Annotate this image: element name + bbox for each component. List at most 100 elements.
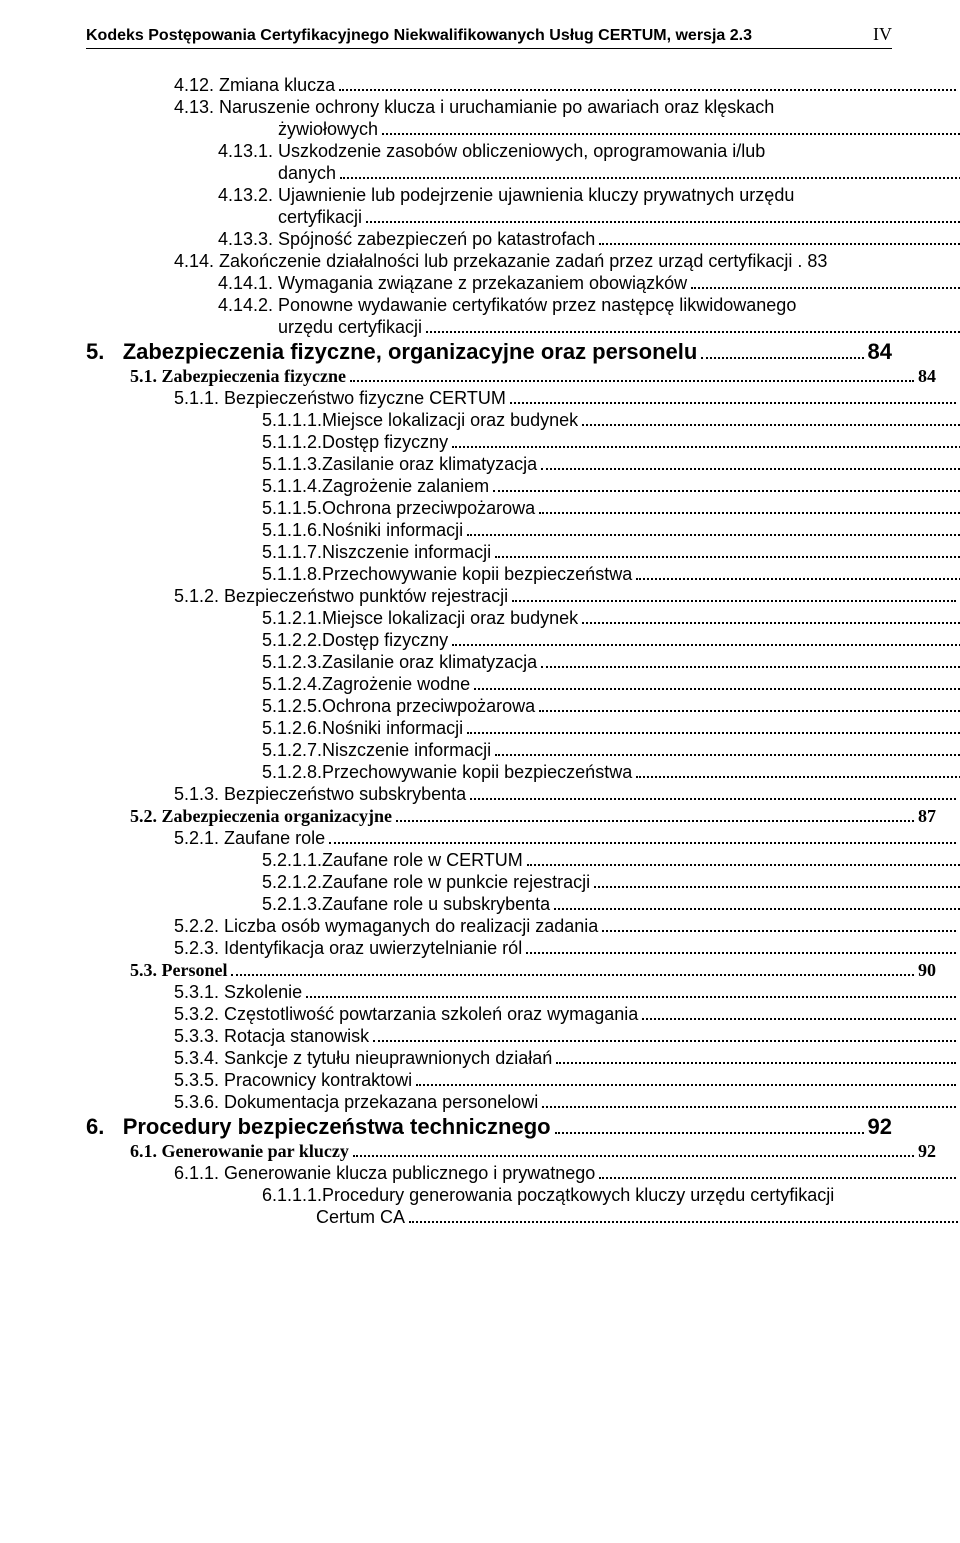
toc-entry-number: 5.1.1. xyxy=(174,388,224,409)
toc-entry-page: 87 xyxy=(918,806,936,827)
toc-entry-number: 5.3.1. xyxy=(174,982,224,1003)
toc-entry-page: 83 xyxy=(807,251,827,272)
toc-entry-number: 5.2.2. xyxy=(174,916,224,937)
toc-entry-text: Częstotliwość powtarzania szkoleń oraz w… xyxy=(224,1004,638,1025)
toc-leader-dots xyxy=(542,1093,956,1108)
toc-line: 4.12. Zmiana klucza80 xyxy=(86,75,960,96)
toc-entry-text: Zagrożenie zalaniem xyxy=(322,476,489,497)
toc-leader-dots xyxy=(495,543,960,558)
toc-entry-text: Zabezpieczenia organizacyjne xyxy=(162,806,392,827)
toc-line: 5.2.2. Liczba osób wymaganych do realiza… xyxy=(86,916,960,937)
toc-entry-text: Rotacja stanowisk xyxy=(224,1026,369,1047)
toc-leader-dots xyxy=(554,895,960,910)
toc-entry-number: 4.14.2. xyxy=(218,295,278,316)
toc-entry-number: 5.3.4. xyxy=(174,1048,224,1069)
toc-entry-page: 84 xyxy=(868,339,892,365)
toc-entry-text: Ujawnienie lub podejrzenie ujawnienia kl… xyxy=(278,185,794,206)
toc-leader-dots xyxy=(602,917,956,932)
toc-leader-dots xyxy=(642,1005,956,1020)
toc-entry-number: 5.1.1.7. xyxy=(262,542,322,563)
toc-entry-number: 4.13.3. xyxy=(218,229,278,250)
toc-line: 5.2.3. Identyfikacja oraz uwierzytelnian… xyxy=(86,938,960,959)
toc-entry-text: Nośniki informacji xyxy=(322,718,463,739)
header-rule xyxy=(86,48,892,49)
toc-entry-text: Ochrona przeciwpożarowa xyxy=(322,498,535,519)
toc-line: 5.2.1.3.Zaufane role u subskrybenta89 xyxy=(86,894,960,915)
toc-leader-dots xyxy=(409,1208,960,1223)
toc-entry-text: Procedury bezpieczeństwa technicznego xyxy=(123,1114,551,1140)
toc-leader-dots xyxy=(353,1142,914,1157)
toc-leader-dots xyxy=(701,342,863,359)
toc-entry-text: Dostęp fizyczny xyxy=(322,432,448,453)
toc-line: 5.3.6. Dokumentacja przekazana personelo… xyxy=(86,1092,960,1113)
toc-line: 5.1.2.5.Ochrona przeciwpożarowa87 xyxy=(86,696,960,717)
toc-entry-number: 5.1.2.2. xyxy=(262,630,322,651)
toc-entry-number: 5.3.6. xyxy=(174,1092,224,1113)
toc-leader-dots: . xyxy=(792,251,807,272)
toc-entry-number: 5.1.1.1. xyxy=(262,410,322,431)
toc-entry-number: 6.1. xyxy=(130,1141,162,1162)
toc-line: 5.1.1.7.Niszczenie informacji85 xyxy=(86,542,960,563)
toc-entry-number: 5.1.1.8. xyxy=(262,564,322,585)
toc-entry-number: 5.1.2.8. xyxy=(262,762,322,783)
toc-leader-dots xyxy=(452,433,960,448)
toc-entry-text: Ochrona przeciwpożarowa xyxy=(322,696,535,717)
toc-entry-text: Zagrożenie wodne xyxy=(322,674,470,695)
toc-entry-number: 5.2.3. xyxy=(174,938,224,959)
toc-entry-text: Sankcje z tytułu nieuprawnionych działań xyxy=(224,1048,552,1069)
toc-entry-number: 5.2.1.3. xyxy=(262,894,322,915)
toc-leader-dots xyxy=(366,208,960,223)
toc-entry-text: Zaufane role w punkcie rejestracji xyxy=(322,872,590,893)
toc-entry-text: Spójność zabezpieczeń po katastrofach xyxy=(278,229,595,250)
toc-entry-text: Dokumentacja przekazana personelowi xyxy=(224,1092,538,1113)
toc-line: 5.3.4. Sankcje z tytułu nieuprawnionych … xyxy=(86,1048,960,1069)
toc-leader-dots xyxy=(426,318,960,333)
toc-leader-dots xyxy=(467,719,960,734)
toc-entry-text: Personel xyxy=(162,960,228,981)
toc-line: certyfikacji 82 xyxy=(86,207,960,228)
toc-leader-dots xyxy=(350,367,914,382)
toc-leader-dots xyxy=(556,1049,956,1064)
toc-entry-number: 5.2.1. xyxy=(174,828,224,849)
toc-leader-dots xyxy=(691,274,960,289)
toc-entry-number: 4.13. xyxy=(174,97,219,118)
toc-line: 4.13.2. Ujawnienie lub podejrzenie ujawn… xyxy=(86,185,960,206)
toc-line: danych 80 xyxy=(86,163,960,184)
toc-entry-page: 92 xyxy=(868,1114,892,1140)
toc-entry-number: 5.1.2.7. xyxy=(262,740,322,761)
toc-leader-dots xyxy=(396,807,914,822)
toc-line: 4.13.3. Spójność zabezpieczeń po katastr… xyxy=(86,229,960,250)
toc-entry-text: Uszkodzenie zasobów obliczeniowych, opro… xyxy=(278,141,765,162)
toc-leader-dots xyxy=(541,455,960,470)
toc-entry-text: certyfikacji xyxy=(278,207,362,228)
toc-leader-dots xyxy=(306,983,956,998)
toc-leader-dots xyxy=(527,851,960,866)
toc-leader-dots xyxy=(329,829,956,844)
toc-entry-number: 5.3. xyxy=(130,960,162,981)
toc-entry-number: 5.1.2.3. xyxy=(262,652,322,673)
toc-line: 5.1.1.4.Zagrożenie zalaniem85 xyxy=(86,476,960,497)
toc-line: 5.1.2.3.Zasilanie oraz klimatyzacja86 xyxy=(86,652,960,673)
toc-entry-number: 6.1.1.1. xyxy=(262,1185,322,1206)
toc-entry-text: Zaufane role u subskrybenta xyxy=(322,894,550,915)
toc-entry-number: 6.1.1. xyxy=(174,1163,224,1184)
toc-leader-dots xyxy=(493,477,960,492)
toc-line: 6.1.1.1.Procedury generowania początkowy… xyxy=(86,1185,960,1206)
table-of-contents: 4.12. Zmiana klucza804.13. Naruszenie oc… xyxy=(86,75,892,1228)
toc-line: 5.1.1.2.Dostęp fizyczny84 xyxy=(86,432,960,453)
toc-entry-number: 5.1.2. xyxy=(174,586,224,607)
toc-leader-dots xyxy=(474,675,960,690)
toc-entry-text: Pracownicy kontraktowi xyxy=(224,1070,412,1091)
toc-leader-dots xyxy=(339,76,956,91)
toc-entry-text: Ponowne wydawanie certyfikatów przez nas… xyxy=(278,295,796,316)
toc-line: 5.1.1.1.Miejsce lokalizacji oraz budynek… xyxy=(86,410,960,431)
toc-leader-dots xyxy=(539,697,960,712)
toc-entry-text: Niszczenie informacji xyxy=(322,740,491,761)
toc-leader-dots xyxy=(526,939,956,954)
toc-line: 6.1.1. Generowanie klucza publicznego i … xyxy=(86,1163,960,1184)
toc-entry-text: urzędu certyfikacji xyxy=(278,317,422,338)
toc-entry-text: Miejsce lokalizacji oraz budynek xyxy=(322,410,578,431)
toc-entry-text: Wymagania związane z przekazaniem obowią… xyxy=(278,273,687,294)
toc-line: 4.14.1. Wymagania związane z przekazanie… xyxy=(86,273,960,294)
toc-line: 5.1.2. Bezpieczeństwo punktów rejestracj… xyxy=(86,586,960,607)
